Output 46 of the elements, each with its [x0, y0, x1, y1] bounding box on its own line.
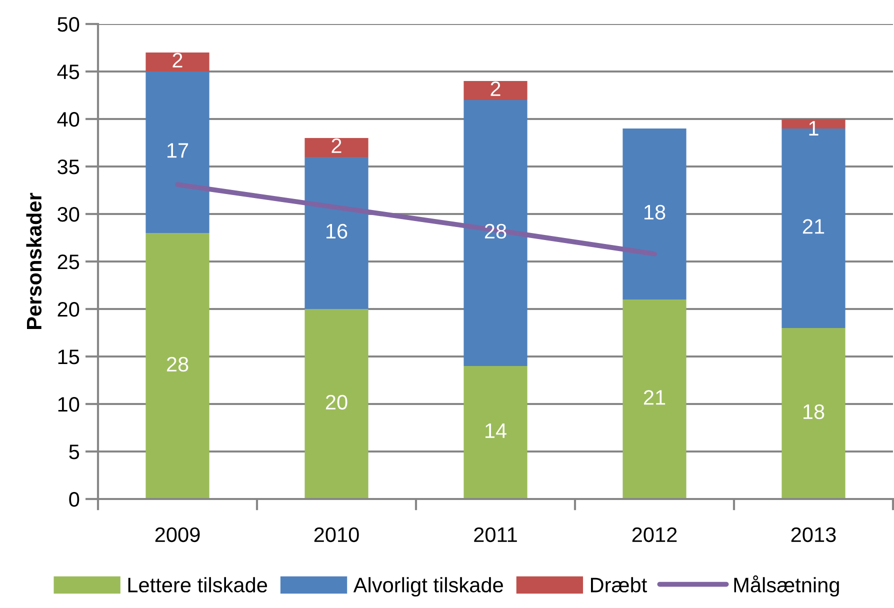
data-label: 2	[332, 138, 342, 153]
y-tick-label: 50	[58, 17, 80, 32]
data-label: 18	[804, 404, 824, 420]
bar	[622, 300, 686, 499]
data-label: 2	[172, 52, 182, 68]
data-label: 14	[486, 424, 506, 438]
x-tick-label: 2011	[474, 527, 517, 542]
bar	[146, 233, 210, 499]
y-tick-label: 5	[69, 444, 80, 460]
bar	[304, 157, 368, 309]
y-tick-label: 25	[58, 254, 80, 270]
data-label: 28	[484, 224, 506, 239]
bar	[464, 100, 528, 366]
bar	[146, 72, 210, 233]
y-axis-title: Personskader	[26, 192, 42, 330]
data-label: 28	[166, 356, 188, 372]
y-tick-label: 45	[57, 64, 80, 80]
bar	[464, 366, 528, 499]
data-label: 17	[168, 143, 188, 158]
data-label: 21	[802, 219, 824, 234]
data-label: 18	[644, 204, 666, 220]
bar	[782, 328, 846, 499]
legend-label: Lettere tilskade	[128, 577, 268, 592]
x-tick-label: 2010	[314, 527, 359, 542]
data-label: 21	[644, 390, 666, 405]
data-label: 16	[326, 224, 348, 239]
legend-label: Målsætning	[734, 575, 839, 597]
y-tick-label: 40	[57, 112, 80, 127]
bar	[622, 128, 686, 300]
bar	[304, 309, 368, 499]
y-tick-label: 30	[58, 207, 80, 222]
y-tick-label: 20	[58, 302, 80, 317]
bar	[304, 138, 368, 157]
data-label: 20	[326, 394, 348, 410]
bar	[464, 81, 528, 100]
x-tick-label: 2013	[791, 527, 836, 542]
y-tick-label: 10	[58, 397, 80, 412]
x-tick-label: 2012	[632, 527, 677, 542]
data-label: 2	[490, 81, 500, 96]
bar	[146, 52, 210, 72]
y-tick-label: 15	[58, 350, 80, 364]
legend-label: Alvorligt tilskade	[353, 577, 503, 597]
y-tick-label: 0	[69, 492, 80, 507]
y-tick-label: 35	[58, 160, 80, 174]
x-tick-label: 2009	[155, 527, 200, 542]
legend-label: Dræbt	[590, 577, 648, 592]
